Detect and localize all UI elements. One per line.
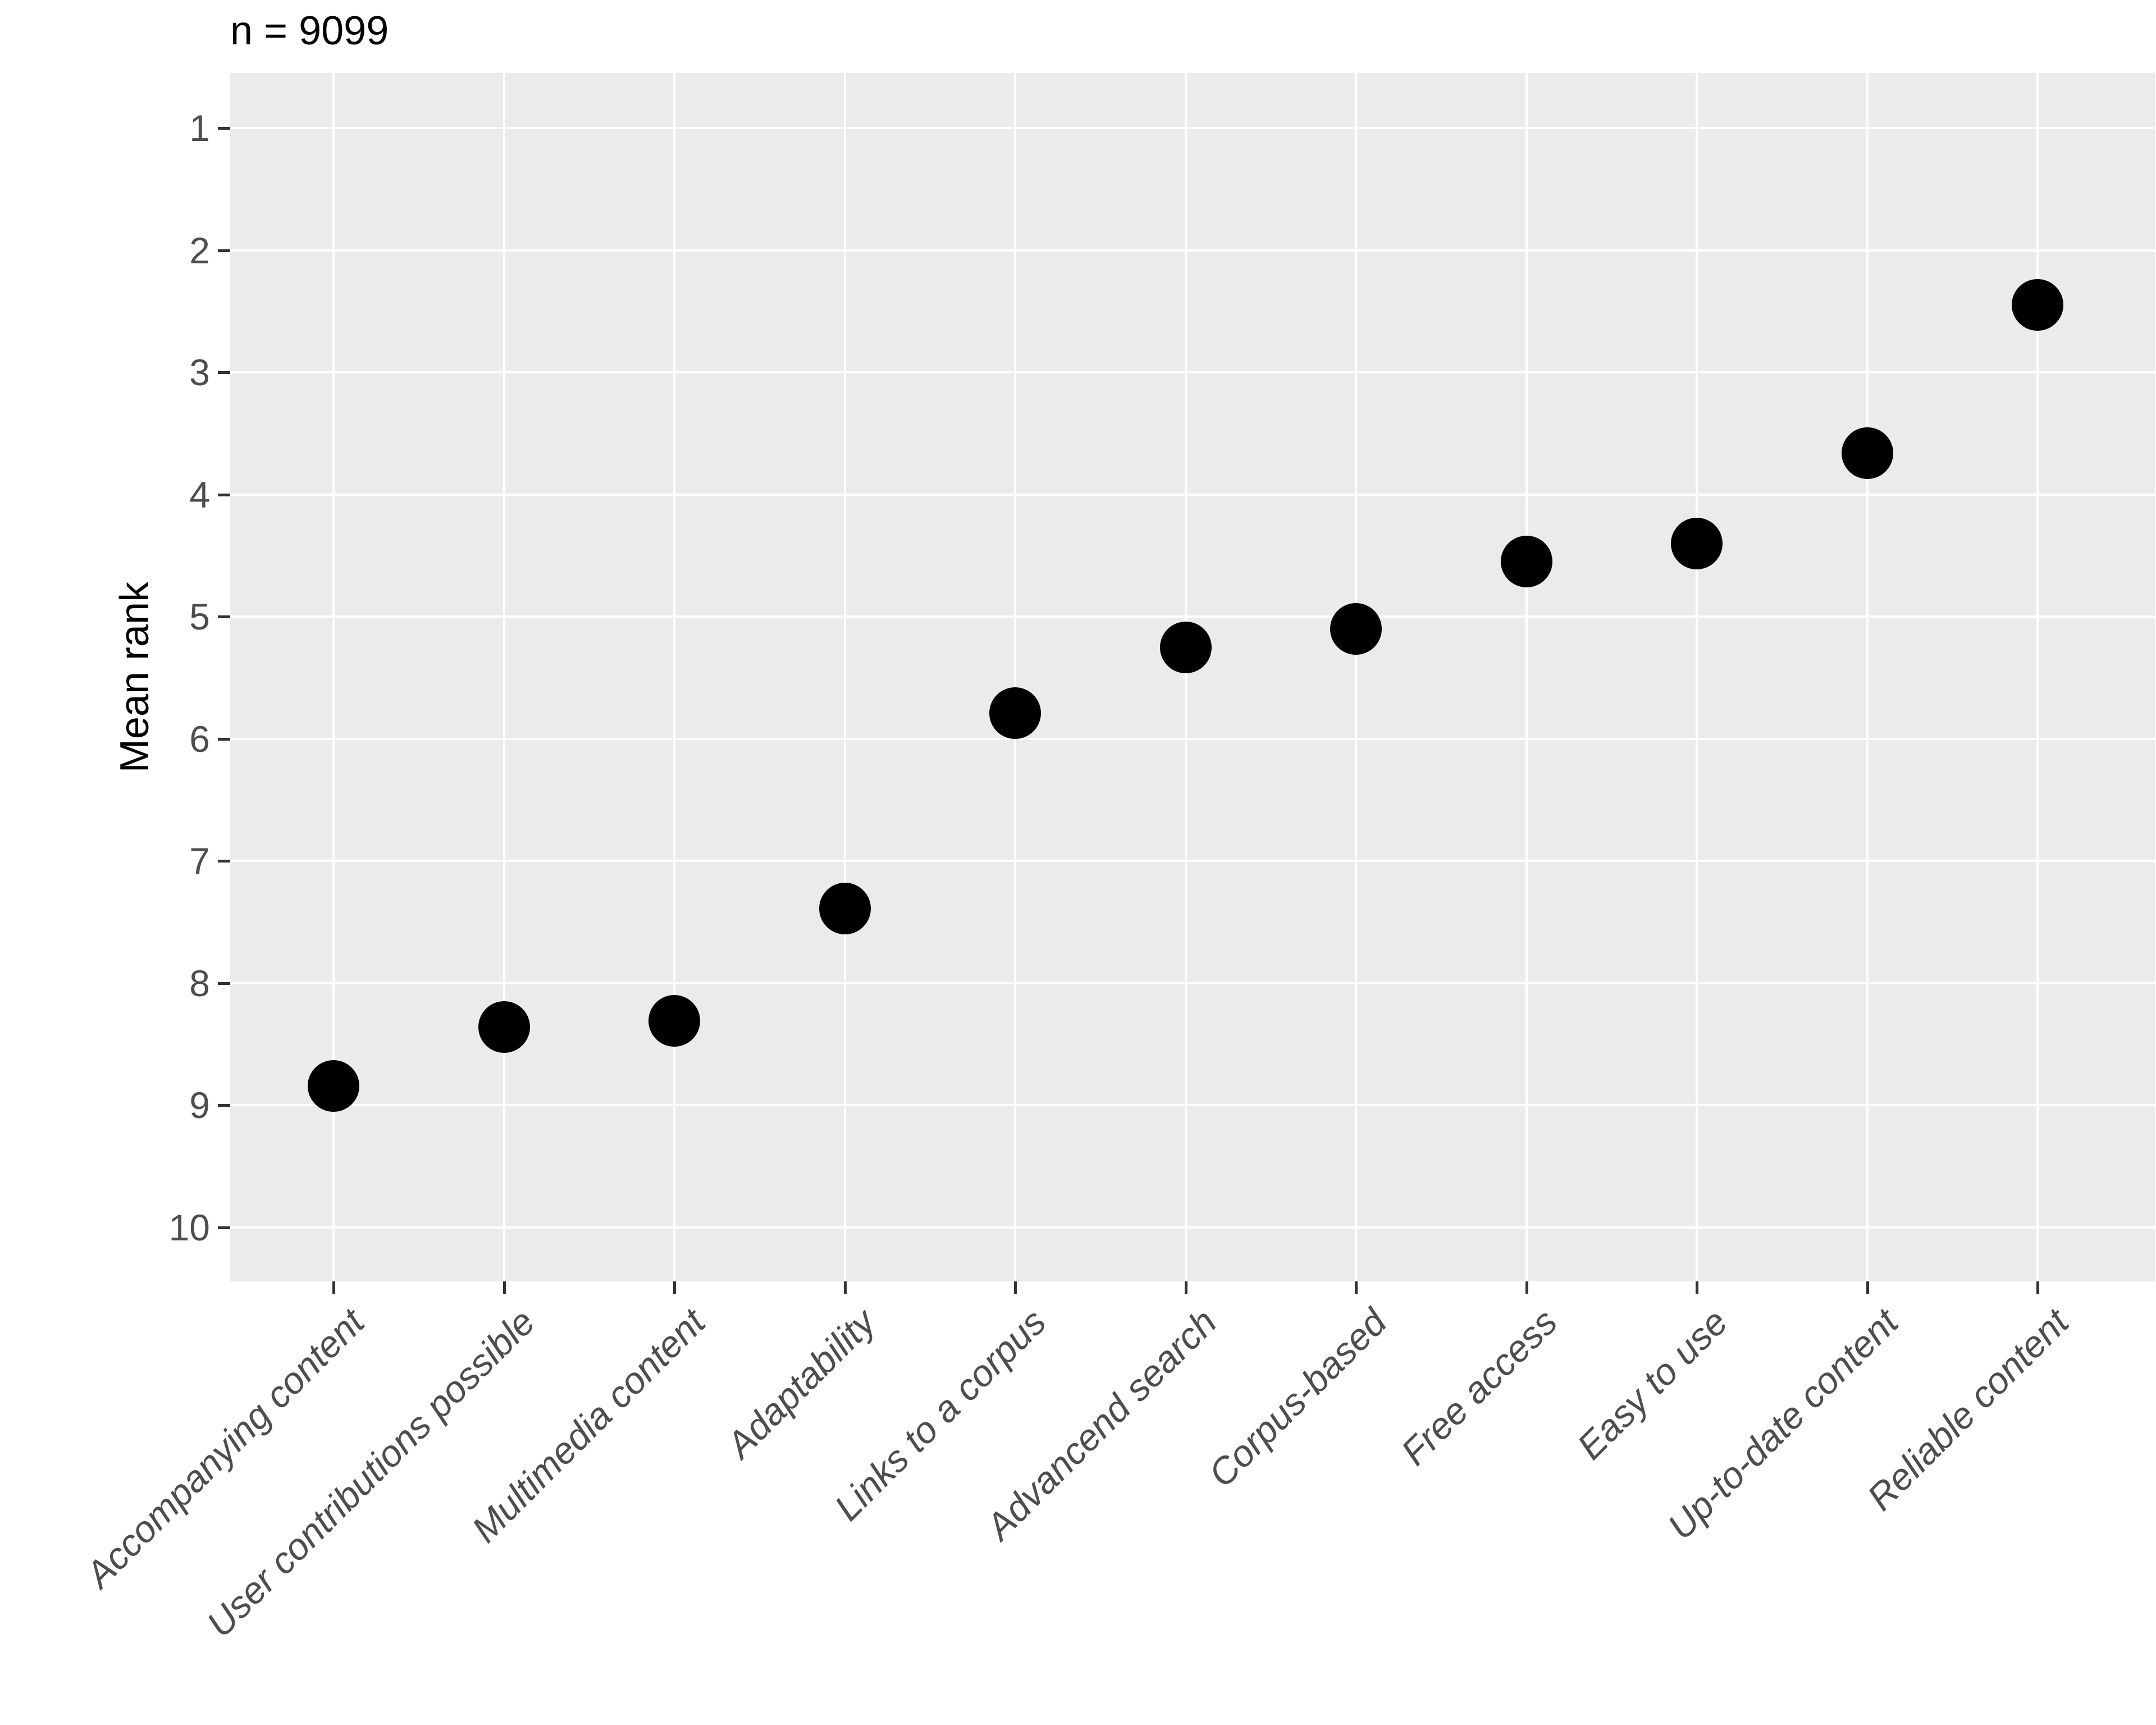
y-tick-label: 8	[189, 962, 210, 1004]
gridline-vertical	[1696, 73, 1698, 1281]
y-tick-mark	[218, 982, 230, 985]
x-tick-label: Accompanying content	[77, 1300, 372, 1596]
gridline-horizontal	[230, 737, 2155, 740]
plot-title: n = 9099	[230, 8, 389, 53]
y-tick-mark	[218, 371, 230, 375]
y-tick-label: 2	[189, 229, 210, 271]
y-tick-mark	[218, 860, 230, 863]
gridline-horizontal	[230, 1226, 2155, 1229]
gridline-vertical	[1525, 73, 1528, 1281]
y-tick-label: 5	[189, 596, 210, 638]
data-point	[1500, 536, 1552, 588]
data-point	[478, 1001, 530, 1053]
data-point	[308, 1060, 359, 1112]
gridline-horizontal	[230, 249, 2155, 252]
x-tick-mark	[1014, 1281, 1017, 1294]
x-tick-label: User contributions possible	[198, 1300, 543, 1645]
y-tick-label: 4	[189, 473, 210, 515]
data-point	[989, 687, 1041, 740]
y-tick-mark	[218, 127, 230, 130]
x-tick-label: Easy to use	[1569, 1300, 1735, 1467]
gridline-vertical	[1355, 73, 1357, 1281]
x-tick-mark	[1355, 1281, 1358, 1294]
x-tick-mark	[673, 1281, 676, 1294]
x-tick-label: Adaptability	[718, 1300, 884, 1466]
data-point	[1841, 427, 1893, 479]
gridline-vertical	[1014, 73, 1016, 1281]
gridline-horizontal	[230, 982, 2155, 984]
x-tick-label: Corpus-based	[1200, 1300, 1395, 1495]
gridline-vertical	[503, 73, 505, 1281]
y-tick-label: 7	[189, 840, 210, 882]
gridline-vertical	[1866, 73, 1869, 1281]
y-tick-label: 3	[189, 352, 210, 394]
gridline-vertical	[1184, 73, 1187, 1281]
data-point	[1330, 603, 1382, 655]
x-tick-mark	[2036, 1281, 2039, 1294]
y-tick-mark	[218, 493, 230, 496]
y-tick-mark	[218, 1104, 230, 1107]
y-tick-mark	[218, 249, 230, 252]
x-tick-label: Free access	[1392, 1300, 1565, 1473]
y-tick-label: 6	[189, 718, 210, 760]
y-tick-label: 1	[189, 107, 210, 149]
data-point	[819, 883, 871, 935]
data-point	[2012, 279, 2063, 331]
x-tick-mark	[1696, 1281, 1698, 1294]
y-tick-mark	[218, 1226, 230, 1229]
y-axis-title: Mean rank	[112, 581, 157, 773]
gridline-vertical	[332, 73, 335, 1281]
y-tick-label: 10	[168, 1206, 210, 1248]
x-tick-mark	[843, 1281, 847, 1294]
y-tick-mark	[218, 737, 230, 741]
data-point	[1159, 621, 1212, 673]
y-tick-label: 9	[189, 1084, 210, 1126]
gridline-horizontal	[230, 493, 2155, 496]
data-point	[1671, 517, 1723, 569]
y-tick-mark	[218, 615, 230, 619]
gridline-vertical	[673, 73, 675, 1281]
gridline-vertical	[2036, 73, 2039, 1281]
gridline-horizontal	[230, 860, 2155, 862]
x-tick-mark	[1525, 1281, 1528, 1294]
data-point	[648, 995, 700, 1047]
gridline-vertical	[843, 73, 846, 1281]
x-tick-mark	[1866, 1281, 1869, 1294]
plot-panel	[230, 73, 2155, 1281]
x-tick-mark	[332, 1281, 335, 1294]
gridline-horizontal	[230, 1104, 2155, 1107]
gridline-horizontal	[230, 615, 2155, 618]
x-tick-mark	[1184, 1281, 1187, 1294]
x-tick-mark	[503, 1281, 506, 1294]
gridline-horizontal	[230, 371, 2155, 374]
gridline-horizontal	[230, 127, 2155, 129]
